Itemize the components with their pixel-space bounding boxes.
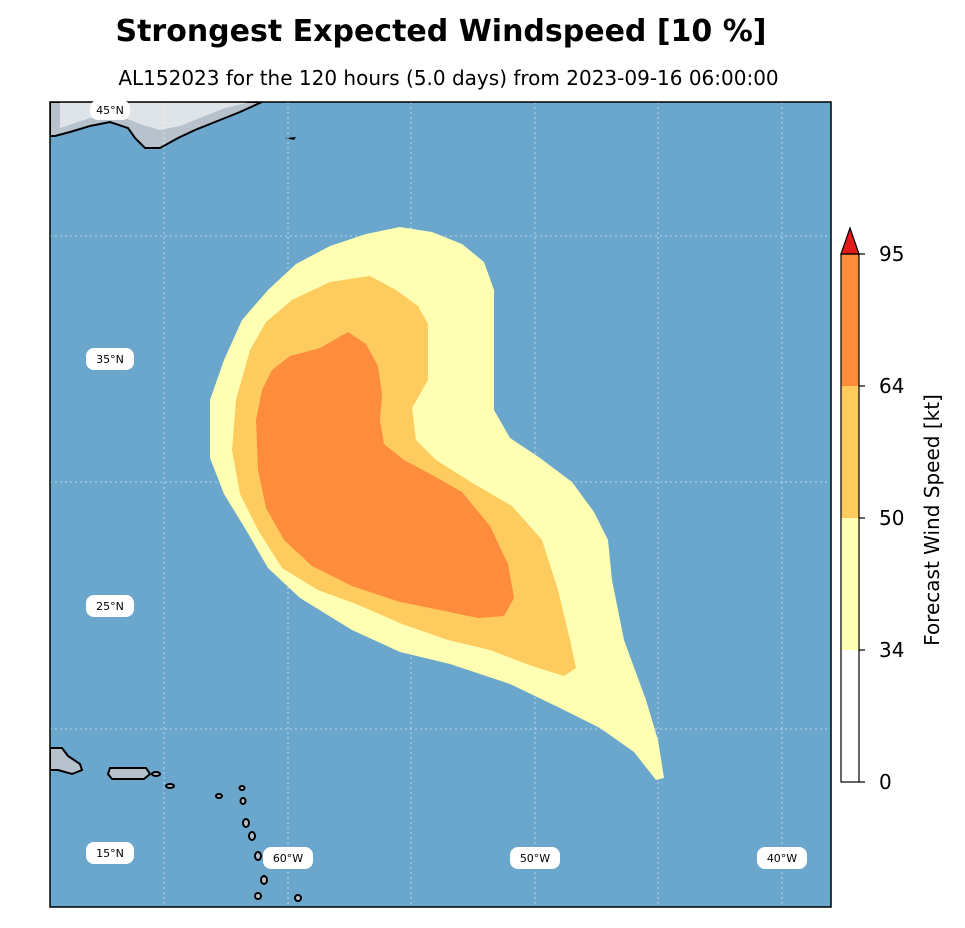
chart-title: Strongest Expected Windspeed [10 %]: [115, 14, 767, 49]
colorbar-tick-label: 50: [879, 506, 904, 530]
svg-text:45°N: 45°N: [96, 104, 124, 117]
lat-label-25: 25°N: [86, 595, 134, 617]
colorbar-tick-label: 64: [879, 374, 904, 398]
colorbar-segment-64-95: [841, 254, 859, 386]
svg-text:35°N: 35°N: [96, 353, 124, 366]
lon-label-60: 60°W: [263, 847, 313, 869]
land-lesser-antilles: [151, 771, 302, 902]
land-hispaniola: [50, 747, 84, 776]
colorbar: 0 34 50 64 95: [840, 226, 904, 794]
svg-text:50°W: 50°W: [520, 852, 550, 865]
lat-label-35: 35°N: [86, 348, 134, 370]
colorbar-segment-0-34: [841, 650, 859, 782]
svg-text:15°N: 15°N: [96, 847, 124, 860]
wind-band-64kt: [256, 332, 514, 618]
map-frame: [49, 101, 832, 908]
lon-label-40: 40°W: [757, 847, 807, 869]
lat-label-15: 15°N: [86, 842, 134, 864]
colorbar-tick-label: 95: [879, 242, 904, 266]
colorbar-tick-label: 0: [879, 770, 892, 794]
colorbar-extend-arrow: [840, 226, 860, 255]
colorbar-segment-50-64: [841, 386, 859, 518]
chart-subtitle: AL152023 for the 120 hours (5.0 days) fr…: [118, 66, 779, 90]
colorbar-label: Forecast Wind Speed [kt]: [920, 394, 944, 646]
land-puerto-rico: [106, 767, 152, 780]
colorbar-segment-34-50: [841, 518, 859, 650]
svg-text:25°N: 25°N: [96, 600, 124, 613]
lon-label-50: 50°W: [510, 847, 560, 869]
colorbar-tick-label: 34: [879, 638, 904, 662]
svg-text:40°W: 40°W: [767, 852, 797, 865]
svg-text:60°W: 60°W: [273, 852, 303, 865]
lat-label-45: 45°N: [90, 100, 130, 120]
